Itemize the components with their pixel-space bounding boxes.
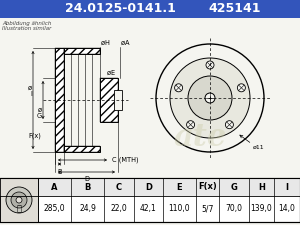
Text: G: G [37, 113, 42, 119]
Text: 70,0: 70,0 [226, 205, 242, 214]
Text: Abbildung ähnlich: Abbildung ähnlich [2, 21, 51, 26]
Text: 22,0: 22,0 [111, 205, 128, 214]
Bar [64, 146, 100, 152]
Bar [64, 48, 100, 54]
Text: ø: ø [121, 40, 125, 46]
Text: I: I [286, 182, 289, 191]
Text: E: E [177, 182, 182, 191]
Text: 110,0: 110,0 [169, 205, 190, 214]
Text: 24.0125-0141.1: 24.0125-0141.1 [64, 2, 176, 16]
Circle shape [6, 187, 32, 213]
Text: ø11: ø11 [253, 145, 265, 150]
Text: I: I [30, 91, 32, 97]
Text: 139,0: 139,0 [250, 205, 272, 214]
Bar [0, 178, 300, 196]
Bar [100, 78, 118, 122]
Text: A: A [125, 40, 129, 46]
Circle shape [11, 192, 27, 208]
Text: E: E [110, 70, 114, 76]
Circle shape [175, 84, 183, 92]
Text: ø: ø [38, 107, 42, 113]
Text: H: H [105, 40, 110, 46]
Circle shape [16, 197, 22, 203]
Circle shape [187, 121, 195, 129]
Bar [64, 146, 100, 152]
Text: 5/7: 5/7 [201, 205, 214, 214]
Bar [64, 48, 100, 54]
Text: C: C [116, 182, 122, 191]
Text: ø: ø [101, 40, 105, 46]
Text: 14,0: 14,0 [279, 205, 296, 214]
Bar [55, 48, 64, 152]
Text: ø: ø [28, 85, 32, 91]
Text: D: D [84, 176, 89, 182]
Text: 425141: 425141 [209, 2, 261, 16]
Circle shape [170, 58, 250, 138]
Text: B: B [57, 169, 62, 175]
Text: F(x): F(x) [28, 133, 41, 139]
Circle shape [206, 61, 214, 69]
Text: ø: ø [107, 70, 111, 76]
Text: G: G [231, 182, 237, 191]
Circle shape [225, 121, 233, 129]
Circle shape [237, 84, 245, 92]
Bar [55, 48, 64, 152]
Bar [0, 0, 300, 18]
Text: 24,9: 24,9 [79, 205, 96, 214]
Text: B: B [84, 182, 91, 191]
Text: ate: ate [173, 122, 226, 153]
Text: 285,0: 285,0 [44, 205, 65, 214]
Text: H: H [258, 182, 265, 191]
Circle shape [205, 93, 215, 103]
Bar [0, 18, 300, 188]
Text: D: D [145, 182, 152, 191]
Text: Illustration similar: Illustration similar [2, 26, 51, 31]
Bar [0, 178, 300, 222]
Text: C (MTH): C (MTH) [112, 157, 139, 163]
Text: 42,1: 42,1 [140, 205, 157, 214]
Bar [0, 178, 38, 222]
Text: A: A [51, 182, 58, 191]
Text: F(x): F(x) [198, 182, 217, 191]
Bar [100, 78, 118, 122]
Circle shape [188, 76, 232, 120]
Bar [114, 90, 122, 110]
Text: 🔩: 🔩 [16, 205, 22, 214]
